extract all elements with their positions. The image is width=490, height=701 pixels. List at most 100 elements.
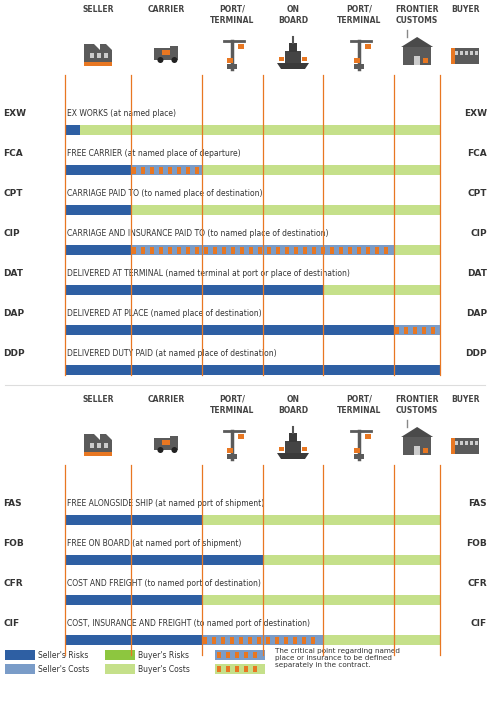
Bar: [65, 635, 202, 645]
Bar: [451, 48, 455, 64]
Text: PORT/
TERMINAL: PORT/ TERMINAL: [337, 5, 381, 25]
Bar: [90, 53, 94, 58]
Bar: [163, 50, 171, 55]
Bar: [90, 443, 94, 448]
Text: FREE ON BOARD (at named port of shipment): FREE ON BOARD (at named port of shipment…: [67, 539, 242, 548]
Bar: [404, 327, 408, 334]
Text: DDP: DDP: [3, 349, 25, 358]
Polygon shape: [401, 427, 433, 437]
Bar: [330, 247, 334, 254]
Bar: [177, 167, 181, 174]
Circle shape: [157, 57, 164, 63]
Text: SELLER: SELLER: [82, 5, 114, 14]
Bar: [222, 247, 226, 254]
Bar: [235, 666, 239, 672]
Text: Seller's Risks: Seller's Risks: [38, 651, 88, 660]
Text: CFR: CFR: [3, 579, 23, 588]
Bar: [141, 247, 145, 254]
Bar: [253, 652, 257, 658]
Bar: [475, 51, 478, 55]
Bar: [294, 247, 298, 254]
Bar: [348, 247, 352, 254]
Bar: [65, 205, 131, 215]
Bar: [202, 595, 323, 605]
Bar: [244, 666, 248, 672]
Circle shape: [157, 447, 164, 453]
Text: FREE ALONGSIDE SHIP (at named port of shipment): FREE ALONGSIDE SHIP (at named port of sh…: [67, 499, 264, 508]
Text: ON
BOARD: ON BOARD: [278, 5, 308, 25]
Bar: [267, 247, 271, 254]
Bar: [248, 637, 252, 644]
Text: CIF: CIF: [3, 619, 19, 628]
Circle shape: [172, 447, 177, 453]
Bar: [394, 245, 440, 255]
Bar: [227, 64, 237, 69]
Bar: [354, 454, 364, 459]
Bar: [195, 247, 199, 254]
Bar: [97, 53, 101, 58]
Bar: [323, 595, 440, 605]
Bar: [65, 245, 131, 255]
Text: FRONTIER
CUSTOMS: FRONTIER CUSTOMS: [395, 5, 439, 25]
Bar: [212, 637, 216, 644]
Polygon shape: [277, 63, 309, 69]
Bar: [414, 446, 420, 455]
Text: PORT/
TERMINAL: PORT/ TERMINAL: [210, 5, 254, 25]
Text: CARRIAGE AND INSURANCE PAID TO (to named place of destination): CARRIAGE AND INSURANCE PAID TO (to named…: [67, 229, 328, 238]
Bar: [240, 247, 244, 254]
Bar: [186, 167, 190, 174]
Text: CIP: CIP: [470, 229, 487, 238]
Text: DELIVERED DUTY PAID (at named place of destination): DELIVERED DUTY PAID (at named place of d…: [67, 349, 277, 358]
Text: FOB: FOB: [3, 539, 24, 548]
Bar: [302, 57, 307, 61]
Bar: [302, 447, 307, 451]
Bar: [303, 247, 307, 254]
Bar: [289, 433, 297, 442]
Polygon shape: [277, 453, 309, 459]
Bar: [285, 51, 301, 63]
Text: DELIVERED AT PLACE (named place of destination): DELIVERED AT PLACE (named place of desti…: [67, 309, 262, 318]
Bar: [323, 635, 440, 645]
Bar: [460, 441, 463, 445]
Bar: [5, 664, 35, 674]
Bar: [154, 48, 178, 60]
Bar: [413, 327, 417, 334]
Bar: [276, 247, 280, 254]
Bar: [470, 51, 473, 55]
Text: CPT: CPT: [3, 189, 23, 198]
Bar: [257, 637, 261, 644]
Bar: [65, 555, 263, 565]
Bar: [202, 165, 440, 175]
Bar: [375, 247, 379, 254]
Bar: [132, 167, 136, 174]
Bar: [293, 637, 297, 644]
Text: DDP: DDP: [466, 349, 487, 358]
Text: EX WORKS (at named place): EX WORKS (at named place): [67, 109, 176, 118]
Circle shape: [172, 57, 177, 63]
Text: ON
BOARD: ON BOARD: [278, 395, 308, 415]
Bar: [244, 652, 248, 658]
Text: DELIVERED AT TERMINAL (named terminal at port or place of destination): DELIVERED AT TERMINAL (named terminal at…: [67, 269, 350, 278]
Bar: [403, 437, 431, 455]
Bar: [150, 167, 154, 174]
Text: Buyer's Costs: Buyer's Costs: [138, 665, 190, 674]
Bar: [65, 365, 440, 375]
Text: PORT/
TERMINAL: PORT/ TERMINAL: [337, 395, 381, 415]
Text: Buyer's Risks: Buyer's Risks: [138, 651, 189, 660]
Bar: [231, 247, 235, 254]
Bar: [354, 58, 360, 63]
Text: COST, INSURANCE AND FREIGHT (to named port of destination): COST, INSURANCE AND FREIGHT (to named po…: [67, 619, 310, 628]
Bar: [394, 325, 440, 335]
Text: CPT: CPT: [467, 189, 487, 198]
Bar: [289, 43, 297, 52]
Bar: [217, 666, 221, 672]
Bar: [105, 664, 135, 674]
Text: FAS: FAS: [3, 499, 22, 508]
Text: CFR: CFR: [467, 579, 487, 588]
Bar: [217, 652, 221, 658]
Bar: [312, 247, 316, 254]
Bar: [202, 515, 440, 525]
Bar: [285, 247, 289, 254]
Bar: [203, 637, 207, 644]
Bar: [230, 637, 234, 644]
